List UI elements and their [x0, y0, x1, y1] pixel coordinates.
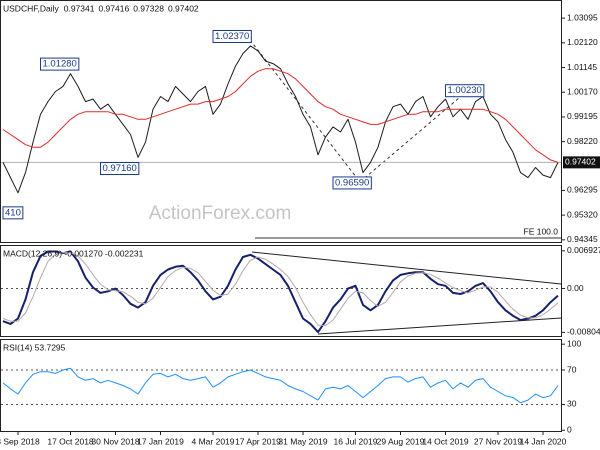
annotation-box	[212, 29, 252, 43]
annotation-label: 410	[5, 207, 21, 218]
annotation-box	[332, 176, 372, 190]
panel-title: MACD(12,26,9) -0.001270 -0.002231	[3, 248, 144, 258]
y-tick-label: 0.95320	[567, 209, 598, 219]
x-tick-label: 4 Mar 2019	[192, 436, 235, 446]
x-tick-label: 31 May 2019	[278, 436, 327, 446]
x-tick-label: 27 Nov 2019	[474, 436, 522, 446]
x-tick-label: 17 Oct 2018	[47, 436, 94, 446]
y-tick-label: -0.008049	[567, 327, 600, 337]
y-tick-label: 0.98220	[567, 136, 598, 146]
series-line	[2, 367, 559, 404]
y-tick-label: 0.00	[567, 283, 584, 293]
price-panel	[0, 0, 562, 243]
fe-label: FE 100.0	[524, 226, 559, 236]
y-tick-label: 0.96295	[567, 185, 598, 195]
series-line	[2, 45, 559, 194]
rsi-panel	[0, 339, 562, 432]
macd-panel	[0, 245, 562, 337]
ohlc-value: 0.97402	[168, 3, 199, 13]
annotation-box	[445, 84, 485, 98]
x-tick-label: 14 Oct 2019	[422, 436, 469, 446]
y-tick-label: 1.02120	[567, 37, 598, 47]
x-tick-label: 14 Jan 2020	[520, 436, 567, 446]
annotation-label: 1.00230	[448, 85, 482, 96]
annotation-label: 0.97160	[103, 163, 137, 174]
y-tick-label: 1.00170	[567, 86, 598, 96]
y-tick-label: 0.99195	[567, 111, 598, 121]
x-tick-label: 3 Sep 2018	[0, 436, 40, 446]
x-tick-label: 29 Aug 2019	[377, 436, 425, 446]
last-price-tag	[563, 156, 600, 169]
x-tick-label: 17 Jan 2019	[137, 436, 184, 446]
annotation-label: 1.02370	[215, 31, 249, 42]
y-tick-label: 70	[567, 364, 577, 374]
series-line	[2, 68, 559, 163]
y-tick-label: 0	[567, 425, 572, 435]
y-tick-label: 1.01145	[567, 62, 597, 72]
ohlc-value: 0.97416	[98, 3, 129, 13]
y-tick-label: 30	[567, 399, 577, 409]
x-tick-label: 17 Apr 2019	[235, 436, 281, 446]
watermark: ActionForex.com	[149, 203, 292, 224]
x-tick-label: 30 Nov 2018	[91, 436, 139, 446]
trend-line	[251, 251, 562, 285]
annotation-label: 0.96590	[335, 177, 369, 188]
panel-title: USDCHF,Daily	[3, 3, 59, 13]
annotation-box	[2, 206, 24, 220]
last-price-label: 0.97402	[565, 157, 596, 167]
y-tick-label: 100	[567, 338, 581, 348]
ohlc-value: 0.97341	[64, 3, 95, 13]
x-tick-label: 16 Jul 2019	[334, 436, 378, 446]
panel-title: RSI(14) 53.7295	[3, 342, 66, 352]
series-line	[2, 252, 559, 327]
y-tick-label: 0.94345	[567, 234, 598, 244]
annotation-box	[40, 57, 80, 71]
annotation-label: 1.01280	[43, 59, 77, 70]
y-tick-label: 1.03095	[567, 12, 598, 22]
annotation-box	[100, 162, 140, 176]
y-tick-label: 0.006927	[567, 245, 600, 255]
ohlc-value: 0.97328	[133, 3, 164, 13]
